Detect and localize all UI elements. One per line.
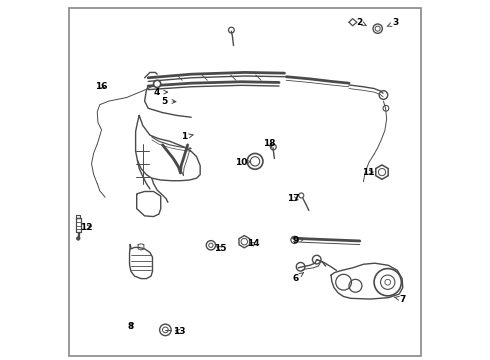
Text: 5: 5 (161, 96, 176, 105)
Text: 16: 16 (95, 82, 107, 91)
Text: 7: 7 (394, 294, 406, 303)
Circle shape (76, 237, 80, 240)
Text: 9: 9 (292, 237, 304, 246)
Text: 10: 10 (235, 158, 251, 167)
Text: 13: 13 (173, 327, 185, 336)
Text: 11: 11 (363, 168, 375, 177)
Text: 3: 3 (387, 18, 399, 27)
Text: 15: 15 (214, 244, 226, 253)
Text: 4: 4 (154, 87, 168, 96)
Text: 8: 8 (127, 322, 133, 331)
Text: 18: 18 (263, 139, 276, 148)
Text: 12: 12 (80, 223, 93, 232)
Circle shape (153, 80, 161, 87)
Circle shape (299, 193, 304, 198)
Text: 1: 1 (181, 132, 193, 141)
Text: 6: 6 (292, 273, 303, 283)
Text: 14: 14 (246, 239, 259, 248)
Text: 2: 2 (357, 18, 366, 27)
Text: 17: 17 (287, 194, 300, 203)
